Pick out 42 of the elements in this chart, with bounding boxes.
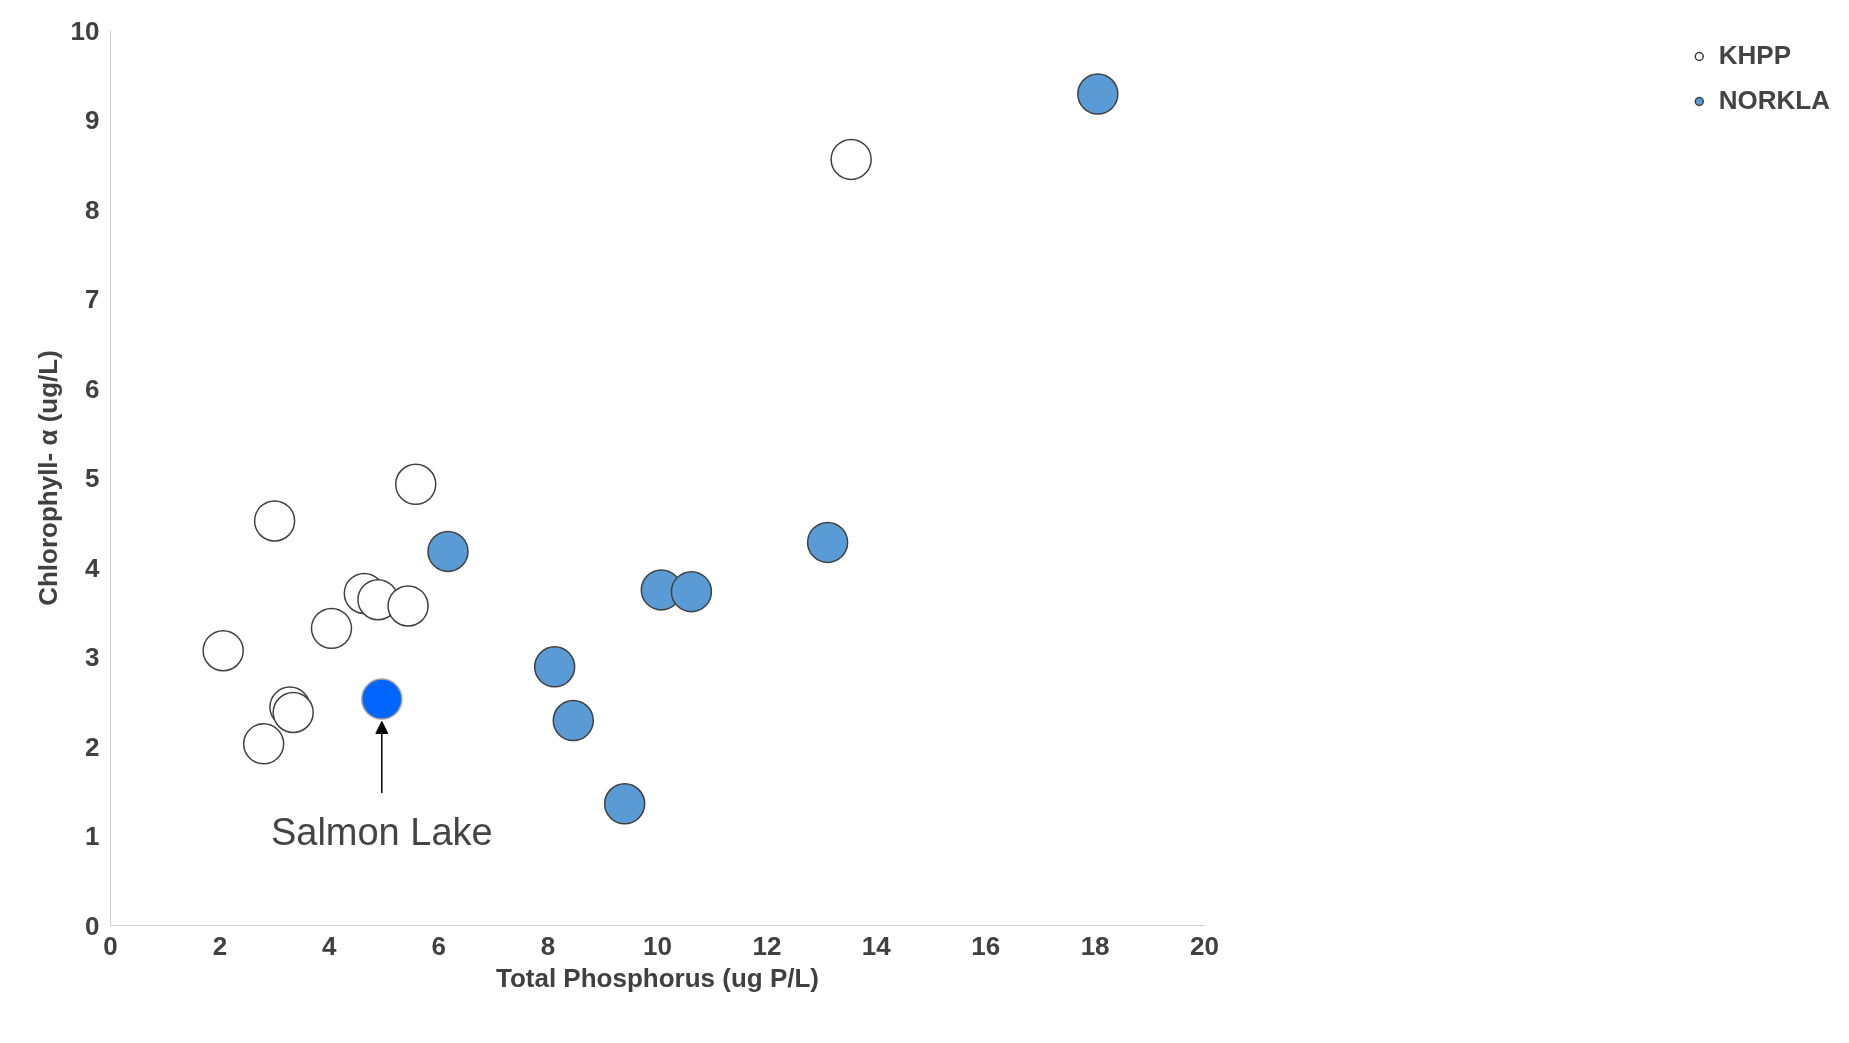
point: [387, 585, 429, 627]
point: [242, 723, 285, 765]
x-tick-label: 14: [861, 930, 892, 961]
y-tick-label: 9: [85, 105, 100, 135]
y-tick-label: 2: [85, 731, 100, 762]
y-tick-label: 6: [85, 373, 100, 404]
point: [272, 691, 314, 734]
point: [310, 607, 353, 650]
x-tick-label: 16: [971, 930, 1001, 961]
x-tick-label: 18: [1080, 930, 1110, 961]
y-tick-label: 10: [70, 15, 100, 46]
x-tick-label: 12: [752, 930, 782, 961]
point: [361, 678, 403, 720]
point: [394, 463, 437, 505]
y-tick-label: 3: [85, 642, 100, 672]
point: [552, 699, 595, 742]
y-axis-title: Chlorophyll- α (ug/L): [32, 350, 63, 606]
y-tick-label: 1: [85, 821, 100, 851]
x-tick-label: 10: [643, 930, 672, 961]
legend-label: KHPP: [1718, 40, 1792, 71]
x-tick-label: 6: [431, 930, 446, 961]
point: [253, 500, 296, 542]
x-tick-label: 8: [540, 930, 556, 961]
x-tick-label: 2: [212, 930, 228, 961]
point: [830, 138, 872, 181]
x-tick-label: 4: [322, 930, 338, 961]
y-tick-label: 4: [85, 552, 101, 583]
point: [603, 783, 646, 825]
annotation: Salmon Lake: [270, 810, 493, 853]
y-tick-label: 5: [85, 463, 100, 493]
x-axis-title: Total Phosphorus (ug P/L): [495, 962, 820, 993]
point: [533, 646, 576, 688]
x-tick-label: 20: [1190, 930, 1219, 961]
point: [427, 530, 469, 573]
y-tick-label: 7: [85, 284, 100, 314]
y-tick-label: 8: [85, 194, 100, 225]
y-tick-label: 0: [85, 910, 100, 941]
point: [202, 630, 244, 672]
point: [670, 570, 713, 613]
legend-label: NORKLA: [1718, 85, 1830, 116]
point: [806, 521, 849, 564]
point: [1077, 73, 1119, 115]
